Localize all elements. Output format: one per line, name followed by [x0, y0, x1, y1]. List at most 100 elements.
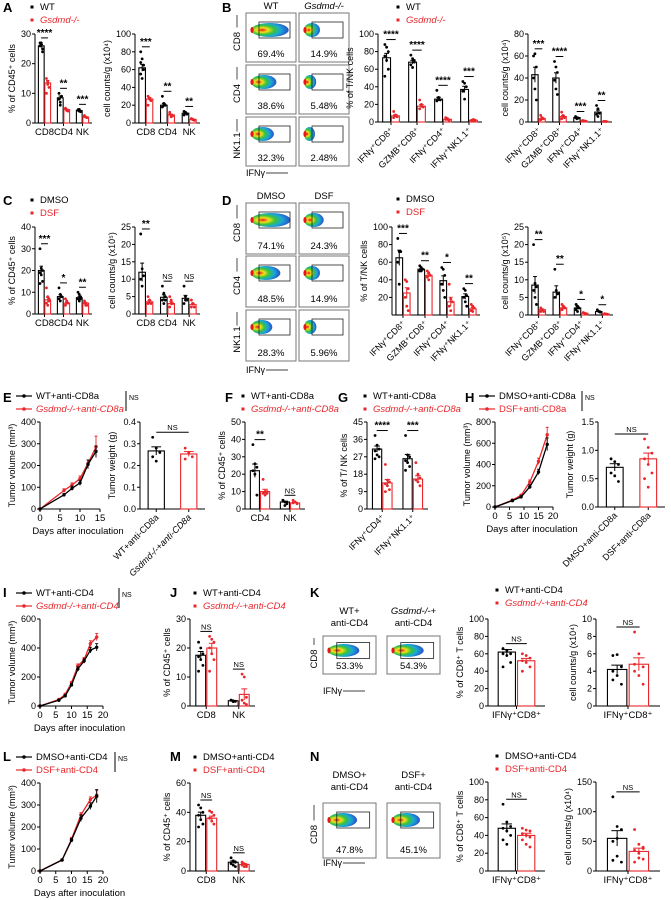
data-point: [199, 806, 203, 810]
gate-percentage: 2.48%: [311, 153, 338, 164]
data-point: [641, 847, 645, 850]
panel-g: G WT+anti-CD8a Gsdmd-/-+anti-CD8a: [338, 390, 461, 415]
cell-density-blob: [304, 75, 317, 89]
panel-letter: C: [3, 193, 13, 208]
data-point: [187, 451, 191, 454]
legend-marker-icon: [22, 394, 26, 398]
bar: [37, 269, 45, 315]
flow-x-axis-label: IFNγ: [323, 858, 342, 868]
data-point: [641, 665, 645, 669]
data-point: [447, 304, 451, 308]
data-point: [38, 282, 42, 285]
legend-marker-icon: [396, 197, 400, 201]
data-point: [208, 635, 211, 638]
x-category-label: IFNγ⁺CD8⁺: [492, 710, 541, 721]
legend-item: Gsdmd-/-: [396, 15, 446, 26]
panel-c: C DMSO DSF: [3, 193, 69, 219]
bar: [145, 98, 154, 124]
bar: [497, 827, 517, 872]
data-point: [189, 305, 193, 309]
legend-label: DSF: [40, 208, 59, 219]
bar-chart-panel-n: 0 50 100 150 cell counts/g (x10⁴) IFNγ⁺CD8⁺ NS: [563, 777, 660, 886]
data-point: [637, 856, 641, 860]
y-tick-label: 0: [181, 866, 186, 876]
data-point: [560, 110, 564, 114]
legend-item: WT+anti-CD8a: [363, 391, 437, 402]
series-line: [38, 789, 99, 873]
data-point: [385, 59, 388, 62]
data-point: [255, 465, 259, 469]
legend-item: Gsdmd-/-+anti-CD8a: [16, 404, 124, 415]
gate-rectangle: [258, 73, 291, 91]
data-point: [169, 298, 173, 302]
y-tick-label: 25: [121, 222, 131, 232]
data-point: [637, 851, 641, 855]
significance-label: NS: [585, 395, 595, 402]
gate-rectangle: [311, 21, 344, 39]
x-category-label: CD8: [35, 127, 54, 138]
data-point: [231, 863, 235, 867]
data-point: [406, 453, 409, 457]
bar: [180, 453, 198, 510]
data-point: [160, 94, 164, 98]
data-point: [386, 478, 389, 482]
y-tick-label: 8: [587, 631, 592, 641]
data-point: [418, 98, 422, 102]
y-tick-label: 15: [121, 257, 131, 267]
cell-density-core: [250, 217, 254, 223]
data-point: [212, 640, 216, 644]
significance-label: ***: [575, 102, 587, 113]
series-path: [39, 451, 97, 510]
significance-label: *: [62, 273, 66, 284]
cell-density-core: [327, 647, 331, 654]
data-point: [46, 295, 50, 298]
flow-plot: 14.9%: [298, 12, 350, 63]
flow-plot: 45.1%: [386, 802, 441, 859]
data-point: [509, 652, 513, 656]
gate-rectangle: [336, 642, 371, 659]
x-category-label: NK: [76, 318, 90, 329]
y-axis-label: Tumor weight (g): [565, 431, 575, 499]
data-point: [295, 502, 299, 506]
legend-label: DMSO+anti-CD4: [203, 752, 275, 763]
data-point: [375, 443, 379, 447]
flow-plot-frame: [245, 64, 297, 115]
x-tick-label: 10: [66, 710, 77, 721]
flow-plot-panel-d: DMSO DSF CD8 74.1% 24.3% CD4 48.5% 14.9% NK1.1 28…: [232, 191, 350, 375]
data-point: [446, 117, 449, 120]
x-tick-label: 15: [82, 710, 93, 721]
data-point: [611, 839, 615, 843]
data-point: [79, 297, 82, 301]
data-point: [532, 54, 535, 58]
data-point: [450, 300, 454, 304]
data-point: [169, 115, 173, 119]
legend-label: WT: [406, 2, 421, 13]
y-tick-label: 30: [21, 29, 31, 39]
data-point: [231, 700, 235, 704]
data-point: [57, 91, 61, 95]
bar-chart-panel-c: 0 5 10 15 20 25 cell counts/g (x10⁵) CD8 CD4 NK **…: [107, 219, 200, 329]
data-point: [45, 301, 48, 305]
x-tick-label: 0: [37, 875, 42, 886]
legend-marker-icon: [485, 394, 489, 398]
x-category-label: CD8: [136, 127, 155, 138]
data-point: [396, 237, 400, 240]
flow-row-axis-label: CD4: [232, 84, 243, 103]
legend-label: Gsdmd-/-: [40, 15, 80, 26]
data-point: [399, 250, 403, 254]
y-tick-label: 0: [126, 118, 131, 128]
y-tick-label: 20: [231, 469, 241, 479]
data-point: [553, 78, 556, 82]
data-point: [464, 85, 468, 89]
bar-chart-panel-j: 0 10 20 30 % of CD45⁺ cells CD8 NK NS NS: [162, 614, 255, 721]
significance-label: **: [164, 81, 172, 92]
series-path: [39, 446, 97, 510]
cell-density-core: [250, 131, 254, 137]
flow-column-header: Gsdmd-/-+: [391, 606, 437, 617]
x-category-label: IFNγ⁺CD8⁺: [492, 875, 541, 886]
legend-marker-icon: [495, 601, 499, 605]
data-point: [229, 856, 233, 860]
y-axis-label: % of CD8⁺ T cells: [455, 790, 465, 862]
x-tick-label: 10: [75, 513, 86, 524]
